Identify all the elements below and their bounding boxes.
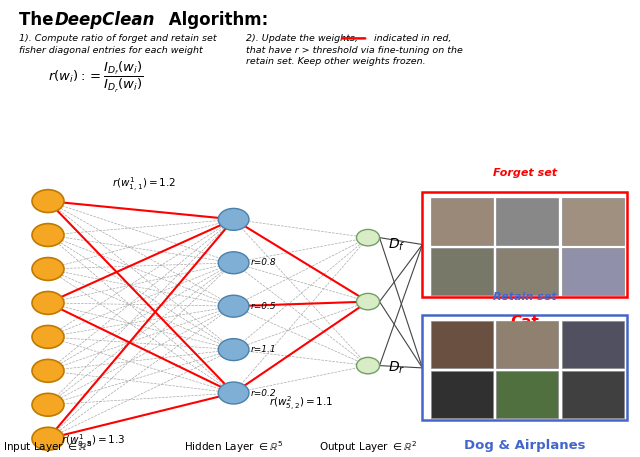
Text: Input Layer $\in \mathbb{R}^8$: Input Layer $\in \mathbb{R}^8$ bbox=[3, 439, 93, 455]
Text: 2). Update the weights,: 2). Update the weights, bbox=[246, 34, 358, 43]
Bar bbox=[497, 371, 558, 418]
Text: $D_r$: $D_r$ bbox=[388, 360, 405, 376]
Bar bbox=[431, 248, 493, 295]
Bar bbox=[497, 198, 558, 245]
Circle shape bbox=[32, 258, 64, 281]
Text: fisher diagonal entries for each weight: fisher diagonal entries for each weight bbox=[19, 46, 203, 55]
Circle shape bbox=[218, 339, 249, 361]
Text: indicated in red,: indicated in red, bbox=[374, 34, 452, 43]
Circle shape bbox=[356, 357, 380, 374]
Circle shape bbox=[32, 427, 64, 450]
Bar bbox=[431, 371, 493, 418]
Circle shape bbox=[356, 229, 380, 246]
Text: r=1.1: r=1.1 bbox=[251, 345, 276, 354]
Text: The: The bbox=[19, 11, 60, 29]
Text: $r(w_i) := \dfrac{I_{D_f}(w_i)}{I_{D_r}(w_i)}$: $r(w_i) := \dfrac{I_{D_f}(w_i)}{I_{D_r}(… bbox=[48, 59, 144, 95]
Text: $D_f$: $D_f$ bbox=[388, 236, 406, 253]
Bar bbox=[562, 371, 624, 418]
Text: 1). Compute ratio of forget and retain set: 1). Compute ratio of forget and retain s… bbox=[19, 34, 217, 43]
Bar bbox=[497, 321, 558, 368]
Text: Hidden Layer $\in \mathbb{R}^5$: Hidden Layer $\in \mathbb{R}^5$ bbox=[184, 439, 283, 455]
Text: Retain set: Retain set bbox=[493, 292, 557, 302]
Text: Forget set: Forget set bbox=[493, 168, 557, 178]
Text: retain set. Keep other weights frozen.: retain set. Keep other weights frozen. bbox=[246, 57, 426, 66]
Text: Output Layer $\in \mathbb{R}^2$: Output Layer $\in \mathbb{R}^2$ bbox=[319, 439, 417, 455]
Text: Cat: Cat bbox=[510, 315, 540, 330]
Text: Algorithm:: Algorithm: bbox=[163, 11, 268, 29]
Bar bbox=[562, 321, 624, 368]
Circle shape bbox=[356, 293, 380, 310]
Circle shape bbox=[218, 382, 249, 404]
Text: that have r > threshold via fine-tuning on the: that have r > threshold via fine-tuning … bbox=[246, 46, 463, 55]
Bar bbox=[431, 198, 493, 245]
Circle shape bbox=[32, 223, 64, 246]
Text: Dog & Airplanes: Dog & Airplanes bbox=[464, 439, 586, 452]
Bar bbox=[431, 321, 493, 368]
Bar bbox=[497, 248, 558, 295]
Circle shape bbox=[218, 208, 249, 230]
Circle shape bbox=[32, 292, 64, 314]
Circle shape bbox=[32, 190, 64, 213]
Text: $r(w^1_{8,5}) = 1.3$: $r(w^1_{8,5}) = 1.3$ bbox=[61, 433, 125, 452]
Text: DeepClean: DeepClean bbox=[54, 11, 155, 29]
Circle shape bbox=[218, 295, 249, 317]
Text: $r(w^1_{1,1}) = 1.2$: $r(w^1_{1,1}) = 1.2$ bbox=[112, 176, 175, 194]
Bar bbox=[562, 248, 624, 295]
Bar bbox=[562, 198, 624, 245]
Circle shape bbox=[32, 393, 64, 416]
Text: r=0.5: r=0.5 bbox=[251, 302, 276, 311]
Text: r=0.8: r=0.8 bbox=[251, 258, 276, 267]
Circle shape bbox=[32, 359, 64, 382]
Text: r=0.2: r=0.2 bbox=[251, 388, 276, 398]
Circle shape bbox=[218, 252, 249, 274]
Text: $r(w^2_{5,2}) = 1.1$: $r(w^2_{5,2}) = 1.1$ bbox=[269, 395, 333, 414]
Circle shape bbox=[32, 325, 64, 348]
